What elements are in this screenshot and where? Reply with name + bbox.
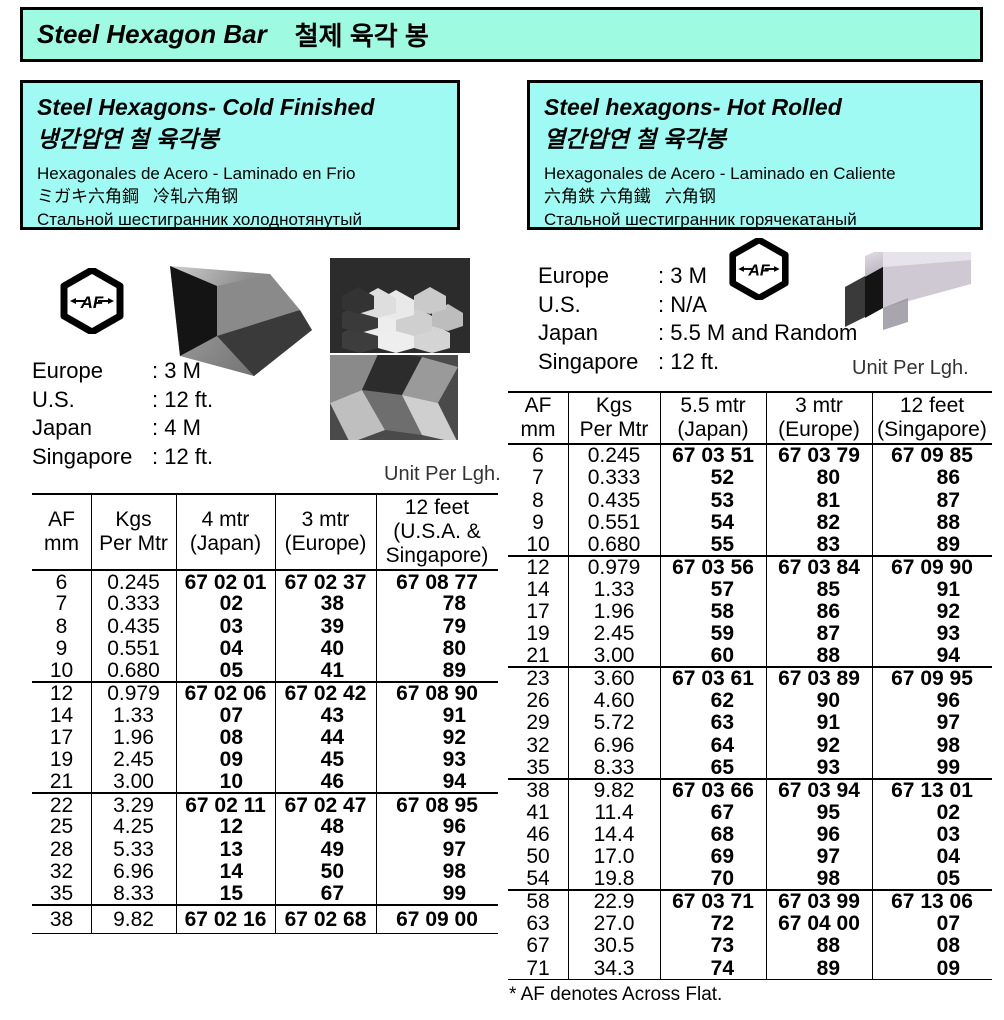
svg-text:AF: AF bbox=[747, 263, 771, 280]
svg-text:AF: AF bbox=[80, 293, 104, 312]
